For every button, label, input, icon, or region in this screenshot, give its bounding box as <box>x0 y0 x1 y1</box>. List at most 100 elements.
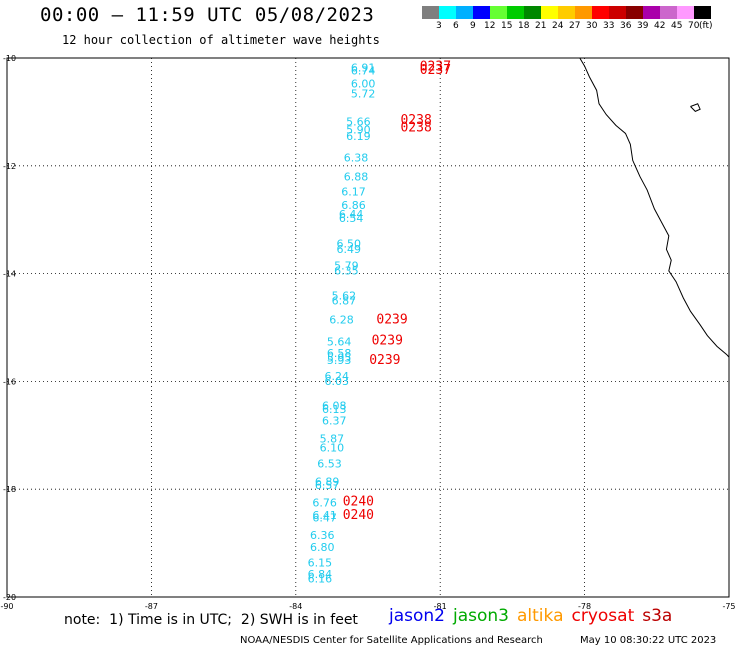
lon-tick-label: -78 <box>578 602 591 611</box>
legend-label: 70 <box>688 21 700 31</box>
legend-swatch <box>422 6 439 19</box>
legend-label: 42 <box>654 21 666 31</box>
swh-value-label: 5.72 <box>351 87 376 100</box>
legend-label: 45 <box>671 21 683 31</box>
mission-label-cryosat: cryosat <box>571 606 635 626</box>
pass-time-label: 0239 <box>369 353 400 368</box>
swh-value-label: 6.57 <box>315 479 340 492</box>
mission-label-s3a: s3a <box>642 606 673 626</box>
swh-value-label: 5.87 <box>320 432 345 445</box>
legend-labels: 3 6 9 12 15 18 21 24 27 30 33 36 39 42 45 70 (ft) <box>422 19 740 33</box>
pass-time-label: 0240 <box>343 508 374 523</box>
swh-value-label: 6.16 <box>308 572 333 585</box>
swh-value-label: 6.88 <box>344 170 369 183</box>
legend-label: 30 <box>586 21 598 31</box>
pass-time-label: 0238 <box>400 120 431 135</box>
swh-value-label: 6.24 <box>324 370 349 383</box>
legend-swatch <box>490 6 507 19</box>
swh-value-label: 5.90 <box>346 123 371 136</box>
legend-swatch <box>439 6 456 19</box>
legend-label: 39 <box>637 21 649 31</box>
map-frame <box>6 57 730 598</box>
legend-label: 33 <box>603 21 615 31</box>
swh-value-label: 5.66 <box>346 115 371 128</box>
map-title: 00:00 — 11:59 UTC 05/08/2023 <box>40 4 375 26</box>
swh-value-label: 6.35 <box>334 265 359 278</box>
swh-value-label: 6.58 <box>327 347 352 360</box>
swh-value-label: 6.53 <box>317 458 342 471</box>
island-outline <box>690 103 701 112</box>
swh-value-label: 6.84 <box>308 568 333 581</box>
lat-tick-label: -12 <box>3 162 16 171</box>
map-subtitle: 12 hour collection of altimeter wave hei… <box>62 33 380 47</box>
legend-swatch <box>609 6 626 19</box>
legend-swatch <box>677 6 694 19</box>
swh-value-label: 6.08 <box>322 399 347 412</box>
legend-swatch <box>694 6 711 19</box>
lon-tick-label: -75 <box>722 602 735 611</box>
swh-value-label: 6.15 <box>308 556 333 569</box>
legend-swatch <box>660 6 677 19</box>
lat-tick-label: -18 <box>3 485 16 494</box>
pass-time-label: 0240 <box>343 494 374 509</box>
credit-text: NOAA/NESDIS Center for Satellite Applica… <box>240 635 543 646</box>
mission-label-jason2: jason2 <box>389 606 445 626</box>
mission-legend: jason2 jason3 altika cryosat s3a <box>389 606 680 626</box>
pass-time-label: 0237 <box>420 63 451 78</box>
swh-value-label: 6.37 <box>322 415 347 428</box>
legend-swatch <box>507 6 524 19</box>
swh-value-label: 6.00 <box>351 78 376 91</box>
swh-value-label: 5.95 <box>327 351 352 364</box>
color-legend: 3 6 9 12 15 18 21 24 27 30 33 36 39 42 45 70 (ft) <box>422 6 740 33</box>
pass-time-label: 0239 <box>376 313 407 328</box>
legend-swatches <box>422 6 740 19</box>
pass-time-label: 0239 <box>372 334 403 349</box>
lon-tick-label: -81 <box>434 602 447 611</box>
swh-value-label: 5.79 <box>334 259 359 272</box>
generation-timestamp: May 10 08:30:22 UTC 2023 <box>580 635 717 646</box>
swh-value-label: 6.38 <box>344 151 369 164</box>
lon-tick-label: -84 <box>289 602 302 611</box>
legend-swatch <box>575 6 592 19</box>
swh-value-label: 6.03 <box>324 375 349 388</box>
legend-swatch <box>626 6 643 19</box>
swh-value-label: 6.10 <box>320 441 345 454</box>
legend-swatch <box>473 6 490 19</box>
swh-value-label: 6.80 <box>310 541 335 554</box>
legend-label: 12 <box>484 21 496 31</box>
swh-value-label: 5.93 <box>327 354 352 367</box>
pass-time-label: 0237 <box>420 59 451 74</box>
swh-value-label: 6.19 <box>346 130 371 143</box>
lon-tick-label: -90 <box>0 602 13 611</box>
legend-swatch <box>541 6 558 19</box>
lat-tick-label: -14 <box>3 270 16 279</box>
swh-value-label: 6.36 <box>310 529 335 542</box>
mission-label-jason3: jason3 <box>453 606 509 626</box>
legend-label: 15 <box>501 21 513 31</box>
swh-value-label: 6.89 <box>315 475 340 488</box>
swh-value-label: 6.47 <box>312 512 337 525</box>
swh-value-label: 5.64 <box>327 335 352 348</box>
legend-label: 9 <box>470 21 476 31</box>
swh-value-label: 6.50 <box>336 238 361 251</box>
swh-value-label: 6.13 <box>322 403 347 416</box>
legend-swatch <box>643 6 660 19</box>
swh-value-label: 6.17 <box>341 185 366 198</box>
legend-swatch <box>456 6 473 19</box>
legend-label: 18 <box>518 21 530 31</box>
mission-label-altika: altika <box>517 606 564 626</box>
footer-note: note: 1) Time is in UTC; 2) SWH is in fe… <box>64 612 358 628</box>
swh-value-label: 6.49 <box>336 243 361 256</box>
swh-value-label: 6.28 <box>329 314 354 327</box>
legend-swatch <box>558 6 575 19</box>
legend-swatch <box>592 6 609 19</box>
legend-swatch <box>524 6 541 19</box>
swh-value-label: 6.74 <box>351 65 376 78</box>
lat-tick-label: -16 <box>3 377 16 386</box>
legend-label: 6 <box>453 21 459 31</box>
swh-value-label: 5.62 <box>332 289 357 302</box>
pass-time-label: 0238 <box>400 113 431 128</box>
coastline <box>579 57 730 358</box>
legend-label: (ft) <box>699 21 713 31</box>
